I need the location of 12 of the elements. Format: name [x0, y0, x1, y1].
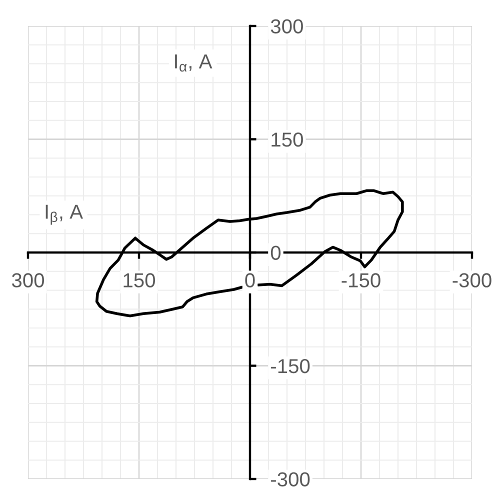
x-tick-label: -150 — [342, 273, 380, 288]
x-tick-label: 300 — [12, 273, 44, 288]
y-tick-label: -300 — [271, 472, 310, 486]
y-axis-title: I$_{α}$, A — [175, 54, 212, 72]
x-tick-label: 150 — [124, 273, 156, 288]
x-tick-label: 0 — [245, 273, 255, 288]
y-tick-label: 150 — [272, 132, 303, 147]
y-tick-label: 300 — [270, 19, 303, 34]
y-tick-label: 0 — [270, 246, 281, 260]
x-axis-title: I$_{β}$, A — [46, 204, 83, 225]
x-tick-label: -300 — [452, 273, 492, 288]
y-tick-label: -150 — [271, 358, 310, 374]
